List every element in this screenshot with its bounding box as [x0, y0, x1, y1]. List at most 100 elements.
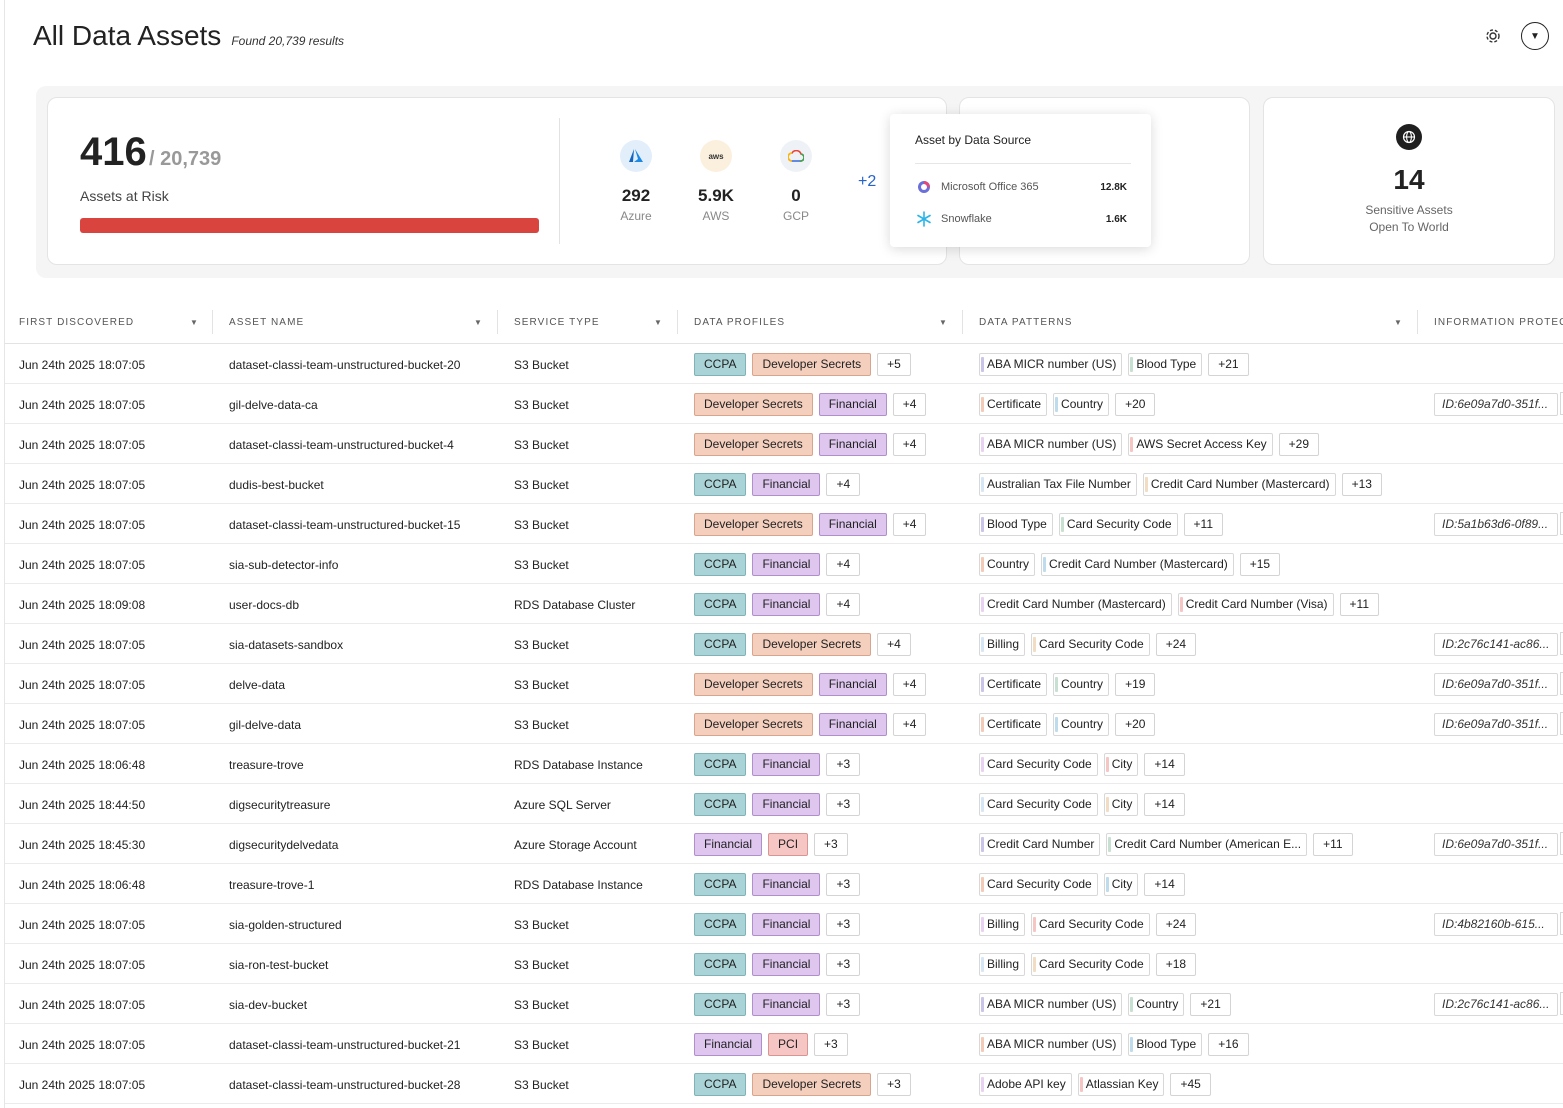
asset-name-cell[interactable]: user-docs-db — [229, 598, 300, 612]
protection-label-tag[interactable]: ID:6e09a7d0-351f... — [1434, 832, 1558, 856]
profiles-more-badge[interactable]: +3 — [826, 792, 861, 816]
profile-tag[interactable]: Developer Secrets — [694, 672, 813, 696]
patterns-more-badge[interactable]: +14 — [1144, 872, 1185, 896]
pattern-tag[interactable]: City — [1103, 752, 1139, 776]
pattern-tag[interactable]: Billing — [979, 952, 1026, 976]
protection-label-tag[interactable]: ID:6e09a7d0-351f... — [1434, 712, 1558, 736]
profile-tag[interactable]: Developer Secrets — [694, 392, 813, 416]
pattern-tag[interactable]: Country — [1053, 712, 1110, 736]
profile-tag[interactable]: Financial — [752, 792, 821, 816]
profiles-more-badge[interactable]: +3 — [826, 752, 861, 776]
profiles-more-badge[interactable]: +4 — [892, 672, 927, 696]
patterns-more-badge[interactable]: +24 — [1155, 912, 1197, 936]
protection-extra-tag[interactable] — [1560, 832, 1563, 855]
pattern-tag[interactable]: Card Security Code — [1031, 912, 1150, 936]
dropdown-menu-button[interactable]: ▼ — [1521, 22, 1549, 50]
profile-tag[interactable]: CCPA — [694, 1072, 747, 1096]
filter-icon[interactable]: ▼ — [473, 317, 483, 327]
pattern-tag[interactable]: ABA MICR number (US) — [979, 432, 1123, 456]
profile-tag[interactable]: Financial — [752, 472, 821, 496]
protection-extra-tag[interactable] — [1560, 672, 1563, 695]
pattern-tag[interactable]: Card Security Code — [979, 792, 1098, 816]
asset-name-cell[interactable]: dataset-classi-team-unstructured-bucket-… — [229, 518, 461, 532]
profile-tag[interactable]: CCPA — [694, 792, 747, 816]
profiles-more-badge[interactable]: +3 — [826, 992, 861, 1016]
profile-tag[interactable]: Developer Secrets — [752, 352, 872, 376]
profile-tag[interactable]: CCPA — [694, 992, 747, 1016]
table-row[interactable]: Jun 24th 2025 18:07:05 delve-data S3 Bucke… — [5, 664, 1563, 704]
protection-extra-tag[interactable] — [1560, 992, 1563, 1015]
table-row[interactable]: Jun 24th 2025 18:07:05 sia-golden-structu… — [5, 904, 1563, 944]
pattern-tag[interactable]: ABA MICR number (US) — [979, 1032, 1123, 1056]
popup-item-snowflake[interactable]: Snowflake 1.6K — [915, 210, 1127, 228]
table-row[interactable]: Jun 24th 2025 18:06:48 treasure-trove-1 RD… — [5, 864, 1563, 904]
pattern-tag[interactable]: Country — [979, 552, 1036, 576]
profile-tag[interactable]: Financial — [818, 712, 887, 736]
pattern-tag[interactable]: Australian Tax File Number — [979, 472, 1137, 496]
profile-tag[interactable]: Financial — [694, 832, 763, 856]
asset-name-cell[interactable]: dataset-classi-team-unstructured-bucket-… — [229, 438, 454, 452]
scan-settings-icon[interactable] — [1479, 22, 1507, 50]
table-row[interactable]: Jun 24th 2025 18:07:05 dataset-classi-tea… — [5, 1024, 1563, 1064]
protection-label-tag[interactable]: ID:2c76c141-ac86... — [1434, 632, 1558, 656]
asset-name-cell[interactable]: sia-dev-bucket — [229, 998, 308, 1012]
patterns-more-badge[interactable]: +16 — [1208, 1032, 1249, 1056]
pattern-tag[interactable]: Card Security Code — [1031, 632, 1150, 656]
table-row[interactable]: Jun 24th 2025 18:07:05 dudis-best-bucket S… — [5, 464, 1563, 504]
column-service-type[interactable]: SERVICE TYPE ▼ — [514, 300, 663, 344]
table-row[interactable]: Jun 24th 2025 18:07:05 sia-ron-test-bucke… — [5, 944, 1563, 984]
cloud-aws[interactable]: aws 5.9K AWS — [681, 140, 751, 223]
patterns-more-badge[interactable]: +13 — [1341, 472, 1382, 496]
table-row[interactable]: Jun 24th 2025 18:44:50 digsecuritytreasur… — [5, 784, 1563, 824]
asset-name-cell[interactable]: digsecuritydelvedata — [229, 838, 339, 852]
profile-tag[interactable]: PCI — [768, 832, 809, 856]
pattern-tag[interactable]: Credit Card Number (Mastercard) — [1041, 552, 1234, 576]
profile-tag[interactable]: Financial — [694, 1032, 763, 1056]
profile-tag[interactable]: CCPA — [694, 752, 747, 776]
pattern-tag[interactable]: Card Security Code — [979, 752, 1098, 776]
pattern-tag[interactable]: Blood Type — [1128, 352, 1203, 376]
pattern-tag[interactable]: Adobe API key — [979, 1072, 1072, 1096]
pattern-tag[interactable]: Billing — [979, 632, 1026, 656]
patterns-more-badge[interactable]: +18 — [1155, 952, 1197, 976]
profiles-more-badge[interactable]: +4 — [826, 472, 861, 496]
profile-tag[interactable]: Developer Secrets — [694, 712, 813, 736]
pattern-tag[interactable]: ABA MICR number (US) — [979, 992, 1123, 1016]
profiles-more-badge[interactable]: +4 — [826, 592, 861, 616]
profiles-more-badge[interactable]: +3 — [814, 832, 848, 856]
profile-tag[interactable]: Financial — [752, 992, 821, 1016]
profile-tag[interactable]: Financial — [752, 752, 821, 776]
patterns-more-badge[interactable]: +14 — [1144, 792, 1185, 816]
protection-extra-tag[interactable] — [1560, 712, 1563, 735]
pattern-tag[interactable]: Card Security Code — [1031, 952, 1150, 976]
profile-tag[interactable]: Financial — [752, 872, 821, 896]
profile-tag[interactable]: Financial — [818, 432, 887, 456]
asset-name-cell[interactable]: sia-sub-detector-info — [229, 558, 339, 572]
pattern-tag[interactable]: Credit Card Number (Mastercard) — [979, 592, 1172, 616]
profiles-more-badge[interactable]: +3 — [877, 1072, 911, 1096]
pattern-tag[interactable]: City — [1103, 872, 1139, 896]
pattern-tag[interactable]: Certificate — [979, 392, 1048, 416]
table-row[interactable]: Jun 24th 2025 18:07:05 dataset-classi-tea… — [5, 1064, 1563, 1104]
table-row[interactable]: Jun 24th 2025 18:06:48 treasure-trove RDS … — [5, 744, 1563, 784]
profile-tag[interactable]: Financial — [818, 512, 887, 536]
asset-name-cell[interactable]: dudis-best-bucket — [229, 478, 324, 492]
profile-tag[interactable]: Financial — [818, 392, 887, 416]
profiles-more-badge[interactable]: +4 — [892, 432, 927, 456]
profile-tag[interactable]: Financial — [752, 952, 821, 976]
patterns-more-badge[interactable]: +21 — [1208, 352, 1249, 376]
table-row[interactable]: Jun 24th 2025 18:07:05 dataset-classi-tea… — [5, 424, 1563, 464]
profiles-more-badge[interactable]: +3 — [826, 912, 861, 936]
profiles-more-badge[interactable]: +3 — [826, 952, 861, 976]
filter-icon[interactable]: ▼ — [1393, 317, 1403, 327]
pattern-tag[interactable]: Country — [1053, 392, 1110, 416]
pattern-tag[interactable]: Billing — [979, 912, 1026, 936]
profile-tag[interactable]: CCPA — [694, 472, 747, 496]
column-data-profiles[interactable]: DATA PROFILES ▼ — [694, 300, 948, 344]
cloud-azure[interactable]: 292 Azure — [601, 140, 671, 223]
asset-name-cell[interactable]: dataset-classi-team-unstructured-bucket-… — [229, 1078, 461, 1092]
pattern-tag[interactable]: Credit Card Number — [979, 832, 1101, 856]
profile-tag[interactable]: PCI — [768, 1032, 809, 1056]
protection-extra-tag[interactable] — [1560, 512, 1563, 535]
table-row[interactable]: Jun 24th 2025 18:07:05 dataset-classi-tea… — [5, 344, 1563, 384]
